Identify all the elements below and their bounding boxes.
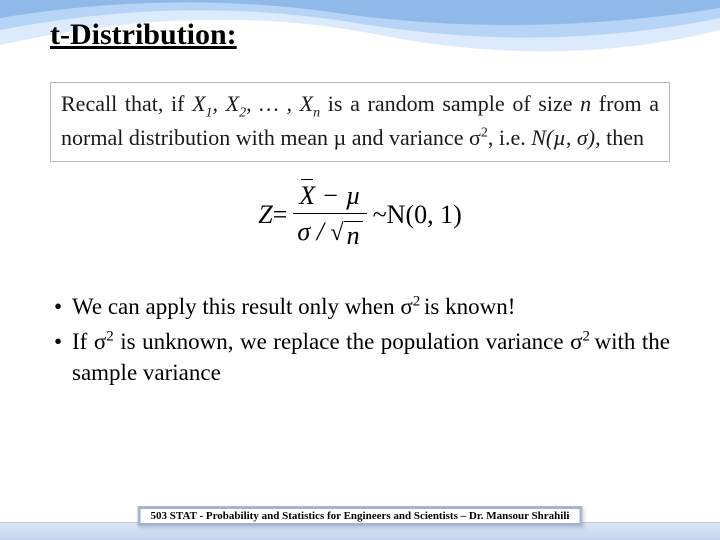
bullet-2-sup2: 2 <box>582 328 594 344</box>
footer: 503 STAT - Probability and Statistics fo… <box>138 506 583 526</box>
recall-then: , then <box>595 125 644 150</box>
footer-text: 503 STAT - Probability and Statistics fo… <box>138 506 583 526</box>
slide-title: t-Distribution: <box>50 18 670 52</box>
recall-paragraph-box: Recall that, if X1, X2, … , Xn is a rand… <box>50 82 670 162</box>
z-formula: Z = X − µ σ / √n ~ N(0, 1) <box>50 180 670 251</box>
formula-z: Z <box>258 200 272 230</box>
formula-num-rest: − µ <box>315 181 361 210</box>
bullet-list: We can apply this result only when σ2 is… <box>50 291 670 388</box>
formula-tilde: ~ <box>373 200 387 230</box>
formula-radicand: n <box>344 221 363 251</box>
bullet-1-post: is known! <box>424 294 515 319</box>
recall-text-1: Recall that, if <box>61 91 192 116</box>
recall-sigma-sup: 2 <box>481 126 488 141</box>
recall-ie: , i.e. <box>488 125 531 150</box>
bullet-1-sup: 2 <box>413 293 424 309</box>
bullet-2: If σ2 is unknown, we replace the populat… <box>50 326 670 388</box>
formula-den-sigma: σ / <box>297 217 330 246</box>
formula-dist: N(0, 1) <box>387 200 462 230</box>
slide-content: t-Distribution: Recall that, if X1, X2, … <box>0 0 720 388</box>
bullet-1-pre: We can apply this result only when σ <box>72 294 413 319</box>
formula-sqrt: √n <box>330 221 362 251</box>
formula-fraction: X − µ σ / √n <box>293 180 366 251</box>
recall-text-2: is a random sample of size <box>320 91 580 116</box>
bullet-1: We can apply this result only when σ2 is… <box>50 291 670 322</box>
bullet-2-pre: If σ <box>72 329 106 354</box>
formula-eq: = <box>273 200 288 230</box>
formula-xbar: X <box>299 180 315 211</box>
bullet-2-sup: 2 <box>106 328 114 344</box>
recall-normal: N(µ, σ) <box>531 125 595 150</box>
recall-sequence: X1, X2, … , Xn <box>192 91 320 116</box>
recall-n: n <box>580 91 591 116</box>
bullet-2-mid: is unknown, we replace the population va… <box>114 329 583 354</box>
